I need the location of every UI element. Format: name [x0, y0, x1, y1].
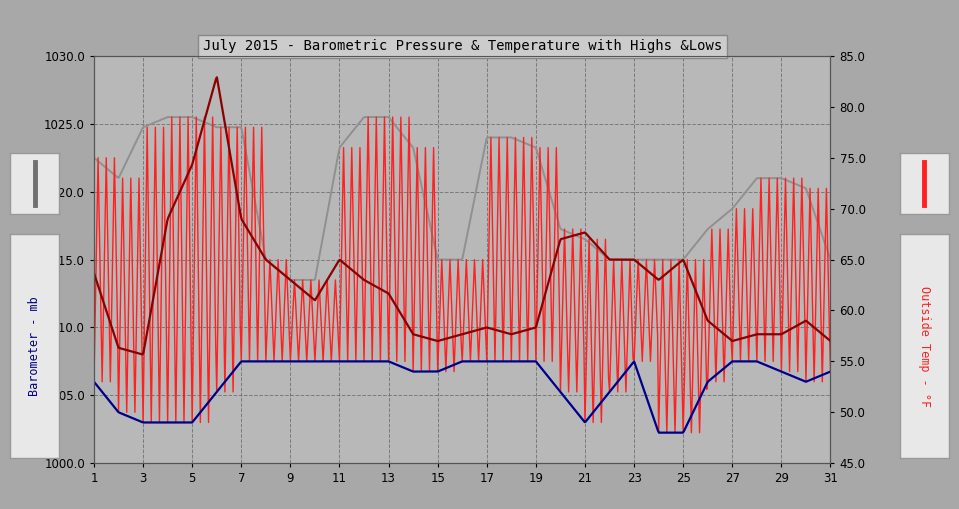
- Title: July 2015 - Barometric Pressure & Temperature with Highs &Lows: July 2015 - Barometric Pressure & Temper…: [202, 39, 722, 53]
- Text: Barometer - mb: Barometer - mb: [28, 296, 41, 396]
- Text: Outside Temp - °F: Outside Temp - °F: [918, 286, 931, 407]
